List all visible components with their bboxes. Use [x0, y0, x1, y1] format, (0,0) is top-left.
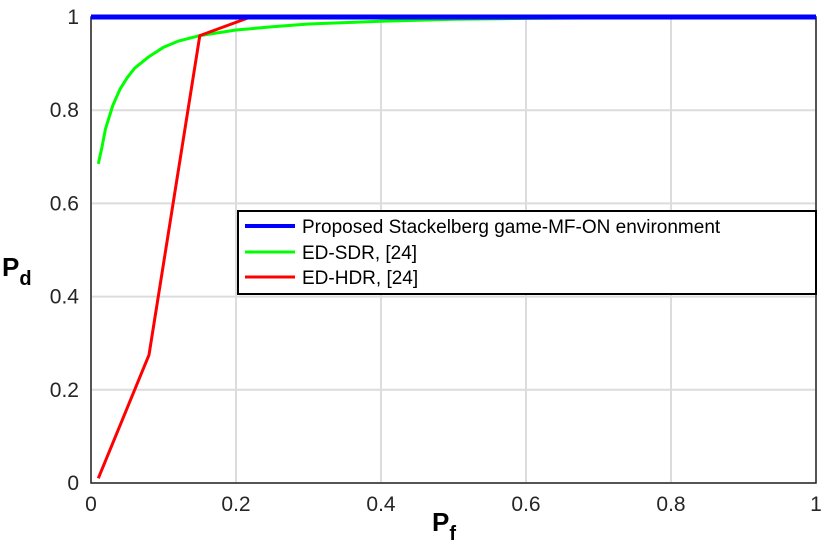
x-tick-label: 0.8	[656, 493, 685, 516]
x-tick-labels: 0 0.2 0.4 0.6 0.8 1	[85, 493, 822, 516]
x-axis-label-main: P	[432, 507, 449, 537]
y-tick-label: 1	[67, 6, 79, 29]
y-tick-label: 0.4	[50, 286, 80, 309]
x-tick-label: 0.6	[511, 493, 540, 516]
legend-box	[237, 210, 817, 295]
y-axis-label-main: P	[2, 252, 19, 282]
legend: Proposed Stackelberg game-MF-ON environm…	[237, 210, 817, 295]
x-axis-label-subscript: f	[449, 523, 456, 545]
y-tick-label: 0	[67, 472, 79, 495]
y-tick-label: 0.8	[50, 99, 79, 122]
y-axis-label: Pd	[2, 252, 32, 290]
y-tick-label: 0.6	[50, 192, 79, 215]
legend-label-proposed: Proposed Stackelberg game-MF-ON environm…	[302, 217, 721, 238]
series-line-ed-sdr	[96, 15, 817, 165]
series-layer	[91, 14, 817, 479]
legend-label-ed-hdr: ED-HDR, [24]	[302, 268, 418, 289]
y-tick-labels: 0 0.2 0.4 0.6 0.8 1	[50, 6, 80, 495]
y-axis-label-subscript: d	[19, 268, 31, 290]
x-axis-label: Pf	[432, 507, 456, 545]
x-tick-label: 1	[810, 493, 822, 516]
legend-label-ed-sdr: ED-SDR, [24]	[302, 243, 417, 264]
x-tick-label: 0	[85, 493, 97, 516]
x-tick-label: 0.4	[366, 493, 396, 516]
y-tick-label: 0.2	[50, 379, 79, 402]
x-tick-label: 0.2	[221, 493, 250, 516]
